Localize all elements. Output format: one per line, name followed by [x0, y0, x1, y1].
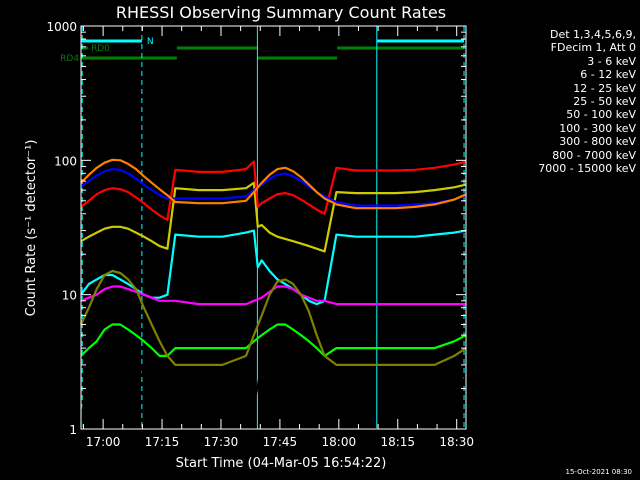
legend-entry: 800 - 7000 keV — [552, 148, 636, 162]
y-tick-label: 100 — [54, 154, 77, 168]
y-tick-label: 1000 — [46, 20, 77, 34]
x-tick-label: 17:15 — [145, 435, 180, 449]
series-line — [80, 285, 466, 306]
legend-entry: 3 - 6 keV — [587, 54, 636, 68]
chart-title: RHESSI Observing Summary Count Rates — [116, 3, 446, 22]
series-line — [80, 269, 467, 366]
rd4-label: RD4 — [60, 54, 79, 64]
x-tick-label: 18:30 — [439, 435, 474, 449]
legend-entry: 7000 - 15000 keV — [538, 162, 636, 176]
rd0-label: RD0 — [91, 44, 110, 54]
x-tick-label: 17:45 — [263, 435, 298, 449]
series-line — [80, 229, 467, 306]
legend-entry: 6 - 12 keV — [580, 68, 636, 82]
y-tick-label: 1 — [69, 423, 77, 437]
y-axis-label: Count Rate (s⁻¹ detector⁻¹) — [24, 140, 39, 317]
legend: Det 1,3,4,5,6,9, FDecim 1, Att 0 3 - 6 k… — [476, 28, 636, 175]
series-line — [80, 158, 467, 210]
series-lines — [80, 158, 467, 430]
y-tick-label: 10 — [62, 289, 77, 303]
generated-timestamp: 15-Oct-2021 08:30 — [565, 468, 632, 476]
n-bar-label: N — [147, 37, 154, 47]
legend-header-line: Det 1,3,4,5,6,9, — [549, 28, 636, 41]
legend-entry: 12 - 25 keV — [573, 81, 636, 95]
legend-entry: 25 - 50 keV — [573, 95, 636, 109]
x-tick-label: 17:30 — [204, 435, 239, 449]
x-tick-label: 17:00 — [86, 435, 121, 449]
legend-entry: 50 - 100 keV — [566, 108, 636, 122]
observing-mode-bars: N RD0 RD4 — [60, 37, 465, 64]
series-line — [80, 160, 467, 221]
legend-entry: 100 - 300 keV — [559, 121, 636, 135]
series-line — [80, 181, 467, 253]
series-line — [80, 323, 467, 430]
x-tick-label: 18:15 — [380, 435, 415, 449]
axis-ticks: 1 10 100 1000 17:00 17:15 17:30 17:45 18:00 18:15… — [46, 20, 474, 449]
legend-header-line: FDecim 1, Att 0 — [550, 41, 636, 55]
time-markers — [81, 26, 465, 429]
series-line — [80, 323, 467, 357]
x-axis-label: Start Time (04-Mar-05 16:54:22) — [176, 456, 387, 471]
legend-entry: 300 - 800 keV — [559, 135, 636, 149]
plot-frame — [80, 25, 467, 430]
x-tick-label: 18:00 — [322, 435, 357, 449]
